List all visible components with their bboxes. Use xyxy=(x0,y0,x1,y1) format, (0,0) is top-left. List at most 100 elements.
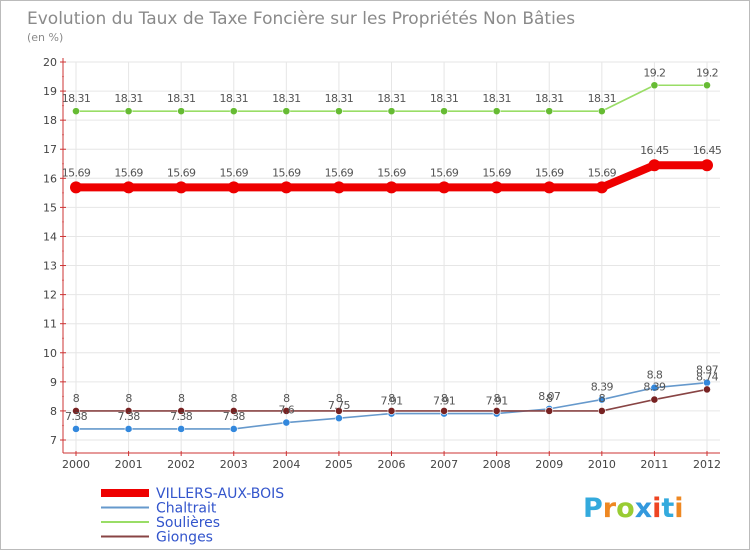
data-label: 18.31 xyxy=(272,92,301,105)
y-tick-label: 9 xyxy=(50,376,57,389)
data-label: 15.69 xyxy=(167,166,196,179)
data-label: 7.91 xyxy=(380,395,402,408)
data-label: 15.69 xyxy=(430,166,459,179)
data-point xyxy=(332,181,345,194)
proxiti-logo: Proxiti xyxy=(583,493,684,524)
data-point xyxy=(650,383,659,392)
data-label: 8.97 xyxy=(696,364,719,377)
data-label: 15.69 xyxy=(272,166,301,179)
data-label: 7.38 xyxy=(65,410,88,423)
data-label: 7.38 xyxy=(118,410,141,423)
data-point xyxy=(124,107,133,116)
chart-subtitle: (en %) xyxy=(27,31,63,44)
data-label: 8 xyxy=(388,392,395,405)
data-point xyxy=(72,107,80,116)
x-tick-label: 2001 xyxy=(115,458,143,471)
y-tick-label: 18 xyxy=(43,114,57,127)
legend-label: VILLERS-AUX-BOIS xyxy=(156,486,284,502)
y-tick-label: 20 xyxy=(43,56,57,69)
data-point xyxy=(229,407,238,415)
data-label: 7.91 xyxy=(433,395,455,408)
data-labels: 18.31 18.31 18.31 18.31 18.31 18.31 18.31 18.31… xyxy=(62,66,723,423)
data-label: 8 xyxy=(493,392,500,405)
data-point xyxy=(122,181,135,194)
logo-letter: P xyxy=(583,493,603,524)
x-tick-label: 2010 xyxy=(588,458,616,471)
data-point xyxy=(282,107,291,116)
data-point xyxy=(72,407,80,415)
y-tick-label: 16 xyxy=(43,172,57,185)
x-tick-label: 2003 xyxy=(220,458,248,471)
logo-letter: r xyxy=(603,493,617,524)
data-label: 8 xyxy=(441,392,448,405)
data-label: 8.07 xyxy=(538,390,561,403)
y-tick-label: 8 xyxy=(50,405,57,418)
logo-letter: x xyxy=(635,493,652,524)
data-point xyxy=(72,425,80,433)
data-point xyxy=(177,107,186,116)
data-point xyxy=(229,107,238,116)
data-label: 15.69 xyxy=(62,166,91,179)
data-label: 8 xyxy=(73,392,80,405)
data-point xyxy=(490,181,503,194)
x-tick-label: 2004 xyxy=(272,458,300,471)
data-point xyxy=(70,181,82,194)
logo-letter: o xyxy=(616,493,635,524)
data-point xyxy=(124,425,133,433)
data-point xyxy=(175,181,188,194)
legend-label: Chaltrait xyxy=(156,501,217,517)
data-label: 15.69 xyxy=(482,166,511,179)
data-point xyxy=(595,181,608,194)
data-label: 19.2 xyxy=(696,66,718,79)
data-point xyxy=(597,107,606,116)
data-label: 16.45 xyxy=(693,144,722,157)
legend-label: Gionges xyxy=(156,530,213,546)
x-tick-label: 2011 xyxy=(640,458,668,471)
data-point xyxy=(227,181,240,194)
data-point xyxy=(177,425,186,433)
legend: VILLERS-AUX-BOISChaltraitSoulièresGionge… xyxy=(101,486,284,546)
data-point xyxy=(335,414,343,423)
series-group xyxy=(70,81,713,433)
data-point xyxy=(545,107,554,116)
data-label: 8 xyxy=(336,392,343,405)
data-label: 18.31 xyxy=(114,92,143,105)
y-tick-label: 11 xyxy=(43,318,57,331)
data-label: 7.38 xyxy=(170,410,193,423)
y-tick-label: 14 xyxy=(43,230,57,243)
x-tick-label: 2000 xyxy=(62,458,90,471)
data-label: 18.31 xyxy=(430,92,459,105)
data-label: 15.69 xyxy=(535,166,564,179)
x-tick-label: 2009 xyxy=(535,458,563,471)
data-label: 18.31 xyxy=(167,92,196,105)
legend-label: Soulières xyxy=(156,515,220,531)
data-label: 18.31 xyxy=(535,92,564,105)
data-label: 19.2 xyxy=(643,66,665,79)
y-tick-label: 10 xyxy=(43,347,57,360)
y-tick-label: 19 xyxy=(43,85,57,98)
data-label: 15.69 xyxy=(220,166,249,179)
logo-letter: i xyxy=(652,493,661,524)
data-point xyxy=(387,407,396,415)
x-tick-label: 2002 xyxy=(167,458,195,471)
data-label: 18.31 xyxy=(325,92,354,105)
data-point xyxy=(438,181,451,194)
data-point xyxy=(387,107,396,116)
y-tick-label: 7 xyxy=(50,434,57,447)
data-label: 8.39 xyxy=(643,381,666,394)
data-point xyxy=(492,107,501,116)
data-label: 8 xyxy=(546,392,553,405)
data-point xyxy=(335,107,343,116)
y-tick-label: 17 xyxy=(43,143,57,156)
y-tick-label: 15 xyxy=(43,201,57,214)
data-label: 16.45 xyxy=(640,144,669,157)
data-label: 8.39 xyxy=(591,381,614,394)
data-label: 8 xyxy=(178,392,185,405)
chart-title: Evolution du Taux de Taxe Foncière sur l… xyxy=(27,9,575,29)
data-label: 15.69 xyxy=(325,166,354,179)
data-point xyxy=(280,181,293,194)
data-label: 18.31 xyxy=(377,92,406,105)
data-point xyxy=(701,159,713,172)
data-label: 7.91 xyxy=(486,395,508,408)
data-label: 15.69 xyxy=(114,166,143,179)
